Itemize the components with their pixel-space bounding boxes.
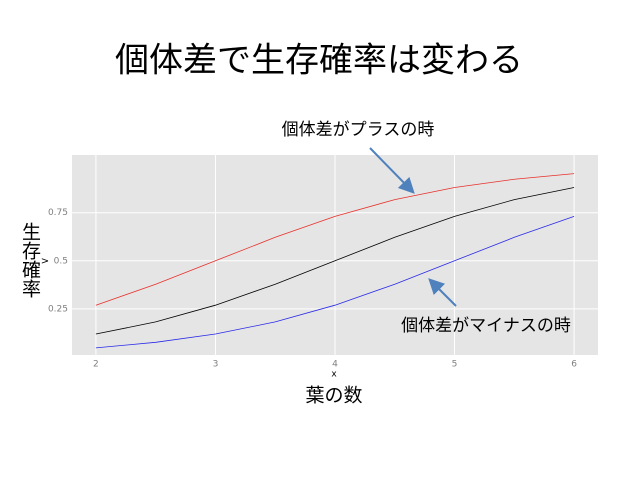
line	[95, 215, 575, 349]
annotation: 個体差がプラスの時	[282, 120, 435, 140]
lines	[95, 173, 575, 349]
x-tick-label: 6	[571, 360, 577, 370]
annotation-arrow	[428, 278, 457, 307]
y-axis-label: >	[41, 256, 49, 267]
annotation-arrow	[369, 147, 415, 194]
y-tick-label: 0.25	[48, 304, 68, 314]
y-tick-label: 0.5	[54, 256, 68, 266]
y-caption: 生存確率	[19, 222, 41, 298]
grid	[72, 155, 598, 355]
x-caption: 葉の数	[305, 385, 362, 407]
line	[95, 187, 575, 335]
slide-title: 個体差で生存確率は変わる	[115, 41, 523, 81]
annotation: 個体差がマイナスの時	[401, 316, 571, 336]
x-tick-label: 3	[213, 360, 219, 370]
x-tick-label: 4	[332, 360, 338, 370]
x-tick-label: 2	[93, 360, 99, 370]
y-tick-label: 0.75	[48, 208, 68, 218]
x-tick-label: 5	[452, 360, 458, 370]
x-axis-label: x	[331, 370, 337, 380]
line	[95, 173, 575, 306]
